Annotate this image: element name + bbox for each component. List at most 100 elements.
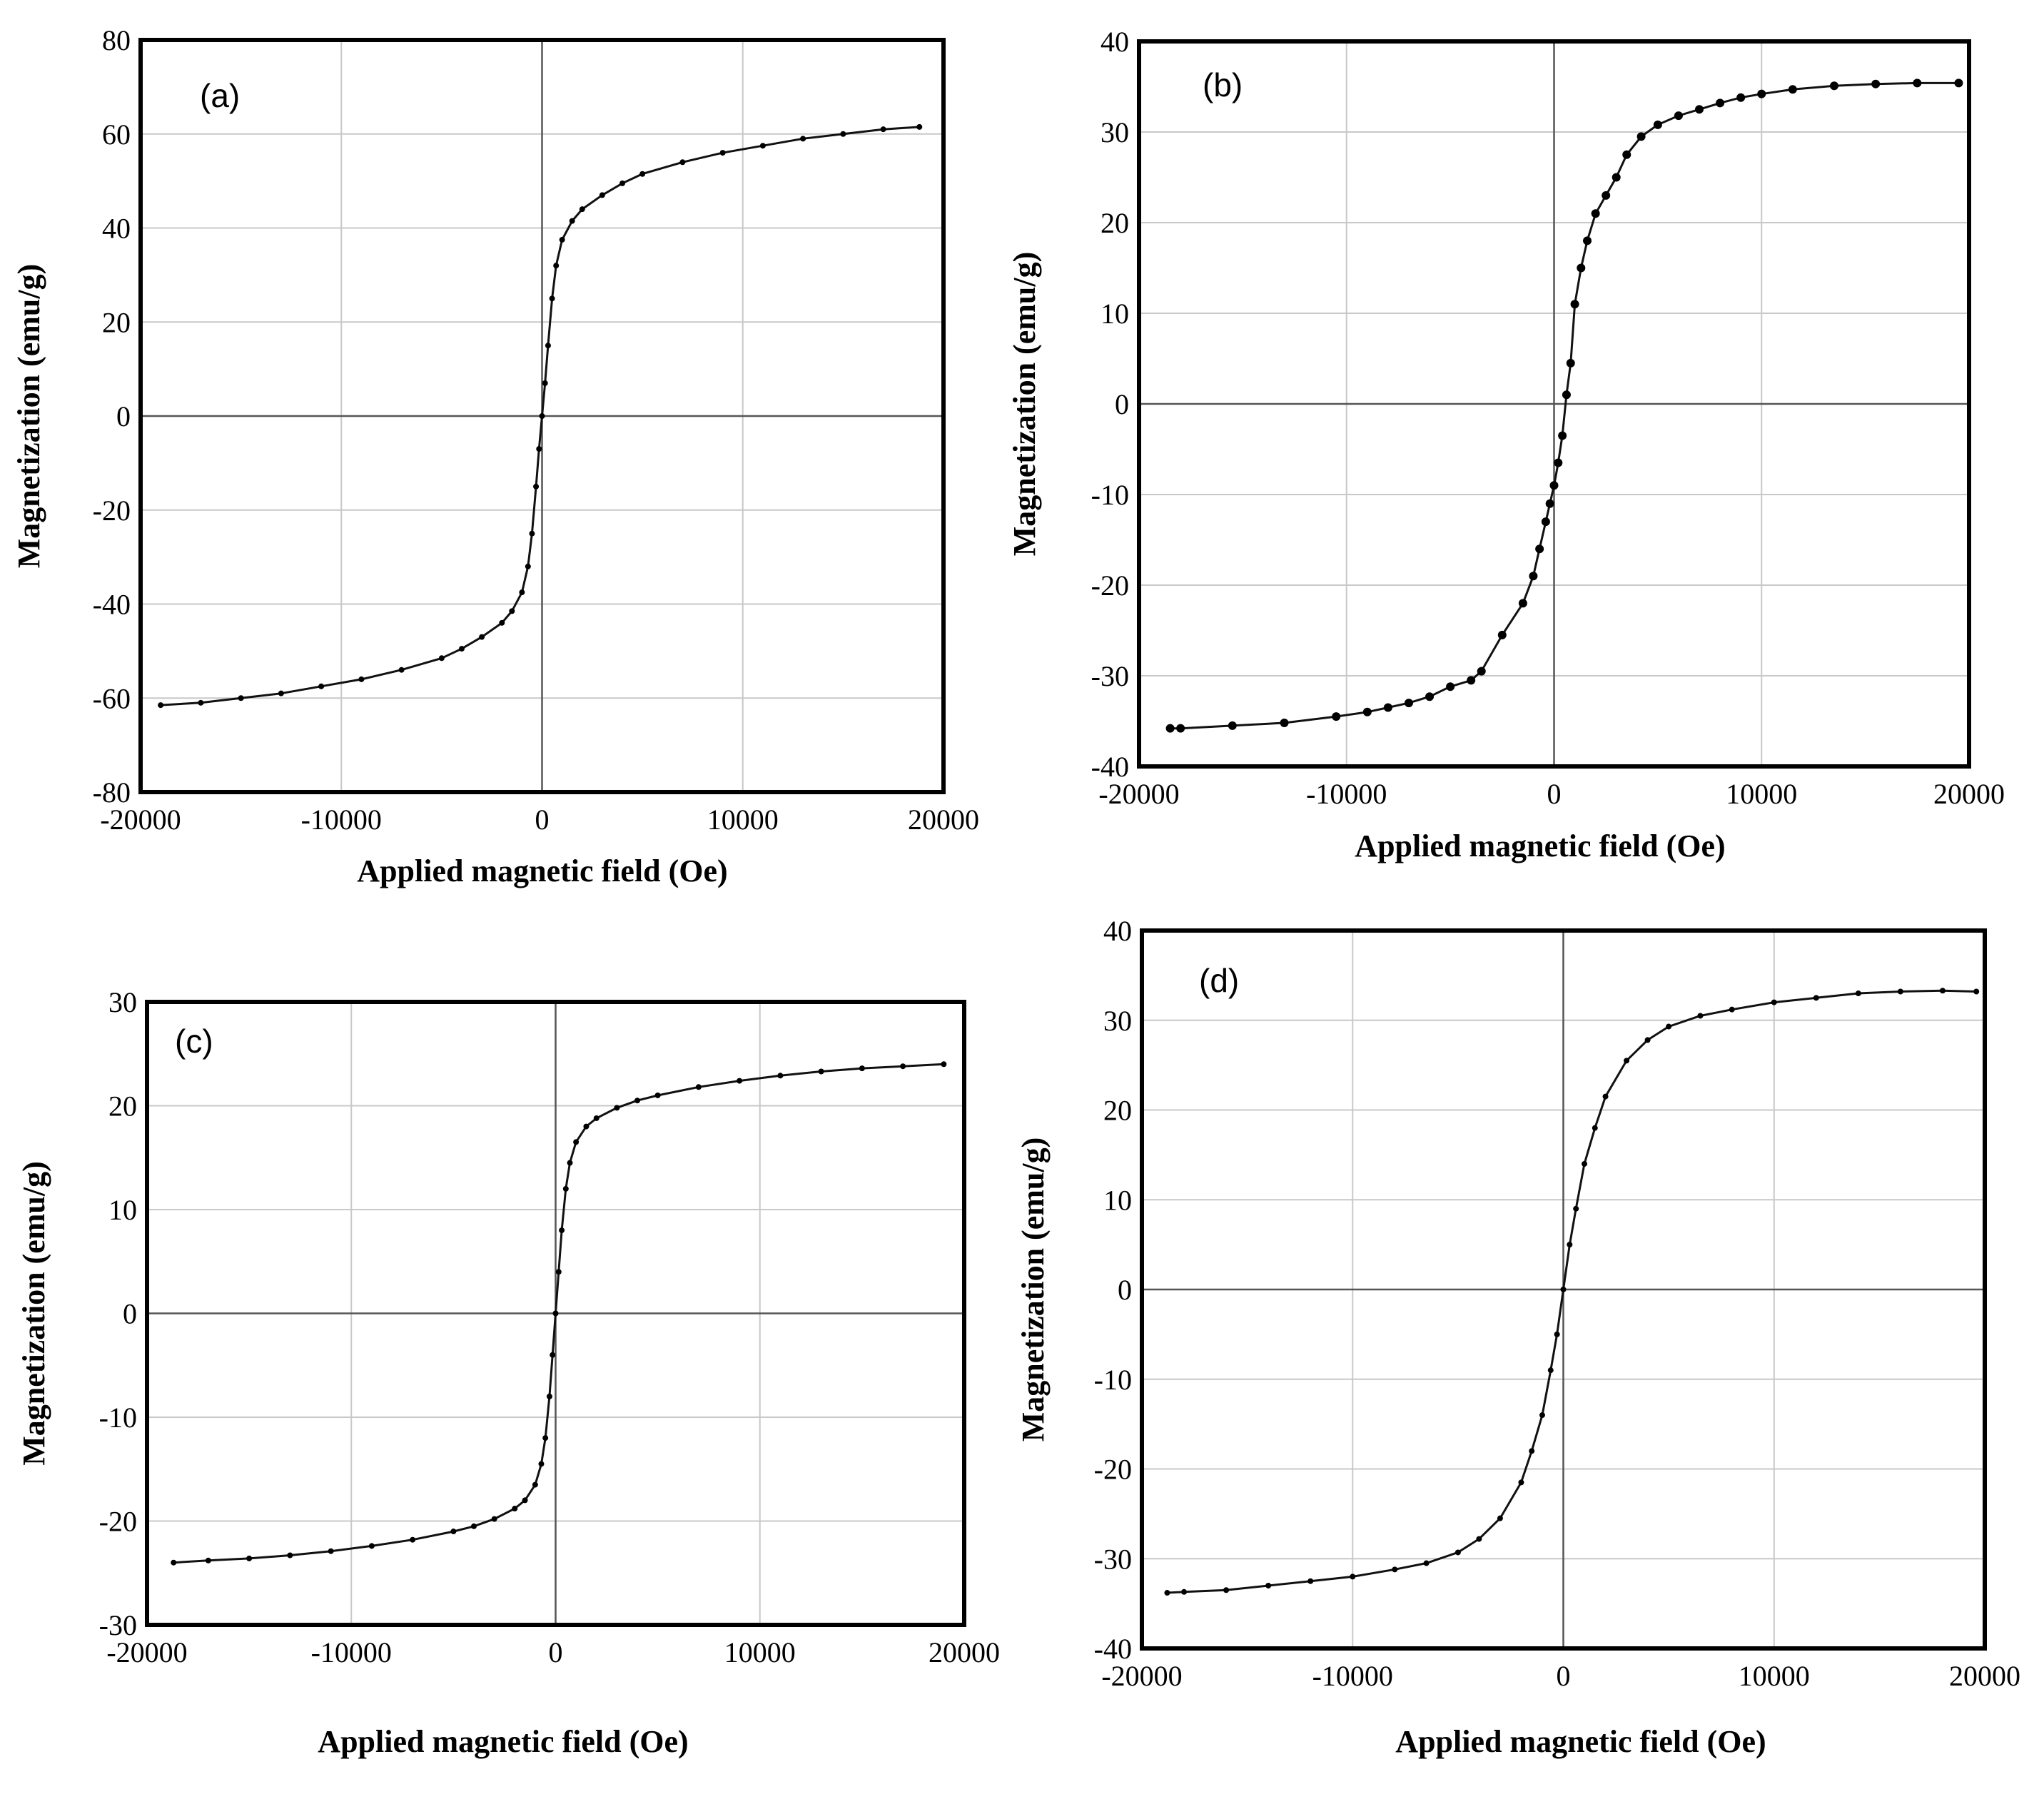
y-tick-label: -40 (1094, 1633, 1132, 1665)
plot-frame (138, 38, 946, 794)
data-point (1558, 431, 1567, 440)
x-axis-label: Applied magnetic field (Oe) (1355, 828, 1725, 863)
data-point (599, 192, 605, 198)
data-point (1591, 209, 1600, 218)
data-point (1570, 300, 1579, 309)
data-point (529, 530, 535, 537)
y-tick-label: 10 (1103, 1184, 1132, 1216)
y-tick-label: 30 (108, 986, 137, 1018)
x-tick-label: 20000 (1933, 778, 2005, 810)
panel-label: (d) (1199, 962, 1239, 999)
x-tick-label: 20000 (908, 804, 979, 836)
data-point (679, 159, 686, 166)
data-point (1695, 105, 1704, 114)
data-point (1181, 1588, 1188, 1595)
y-tick-label: -20 (1094, 1454, 1132, 1486)
data-point (1265, 1582, 1272, 1588)
data-point (567, 1160, 573, 1166)
data-point (1228, 721, 1237, 730)
data-point (1454, 1549, 1461, 1556)
x-tick-label: -20000 (1101, 1660, 1182, 1692)
data-point (553, 263, 560, 269)
y-tick-label: -80 (93, 776, 131, 809)
data-point (800, 136, 806, 142)
data-point (549, 295, 555, 302)
data-point (1541, 517, 1550, 527)
data-point (1446, 682, 1455, 691)
data-point (546, 1393, 552, 1399)
data-point (1830, 81, 1839, 91)
y-tick-label: -10 (1091, 479, 1129, 511)
data-point (525, 563, 531, 569)
y-tick-label: -20 (93, 495, 131, 527)
data-point (205, 1557, 211, 1564)
data-point (1697, 1013, 1704, 1019)
data-point (545, 343, 551, 349)
data-point (1425, 692, 1435, 701)
data-point (536, 446, 542, 452)
data-point (533, 483, 540, 490)
data-point (1716, 98, 1725, 108)
data-point (1666, 1023, 1672, 1030)
data-point (840, 131, 846, 137)
data-point (1562, 390, 1571, 400)
data-point (1573, 1205, 1579, 1212)
y-tick-label: -10 (1094, 1364, 1132, 1396)
data-point (1467, 676, 1476, 685)
data-point (559, 1227, 565, 1234)
panel-label: (b) (1203, 66, 1243, 103)
data-point (1592, 1125, 1598, 1131)
y-axis-label: Magnetization (emu/g) (1007, 252, 1042, 556)
y-tick-label: -30 (1094, 1543, 1132, 1575)
data-point (654, 1092, 661, 1098)
y-tick-label: 40 (102, 213, 131, 245)
data-point (1535, 544, 1544, 554)
data-point (450, 1529, 457, 1535)
data-point (459, 646, 465, 652)
x-tick-label: -10000 (1306, 778, 1387, 810)
data-point (542, 1435, 549, 1441)
data-point (1404, 699, 1413, 708)
data-point (438, 655, 445, 662)
x-tick-label: -10000 (311, 1636, 392, 1668)
data-point (1644, 1037, 1651, 1043)
x-tick-label: 10000 (1726, 778, 1797, 810)
data-point (1897, 988, 1903, 995)
data-point (1913, 78, 1922, 88)
y-tick-label: -40 (1091, 751, 1129, 783)
data-point (900, 1063, 906, 1070)
chart-panel-1: -20000 -10000 0 10000 20000 -80 -60 -40 -20 0 20 40… (11, 24, 979, 888)
data-point (1729, 1006, 1735, 1013)
data-point (552, 1310, 559, 1317)
x-tick-label: 0 (1547, 778, 1562, 810)
data-point (1554, 1331, 1560, 1337)
y-tick-label: -30 (99, 1609, 137, 1641)
x-tick-label: 10000 (1739, 1660, 1810, 1692)
panel-label: (c) (175, 1023, 213, 1060)
x-axis-label: Applied magnetic field (Oe) (357, 853, 727, 888)
data-point (719, 150, 726, 156)
data-point (1497, 1515, 1503, 1521)
data-point (695, 1084, 702, 1090)
data-point (1383, 703, 1392, 712)
data-point (278, 690, 284, 696)
y-tick-label: 30 (1101, 116, 1129, 148)
data-point (287, 1552, 293, 1559)
data-point (759, 143, 766, 149)
data-point (1307, 1578, 1314, 1584)
plot-frame (1137, 39, 1971, 769)
y-tick-label: 10 (108, 1194, 137, 1226)
data-point (491, 1516, 497, 1522)
data-point (1855, 990, 1861, 997)
y-tick-label: 0 (1115, 388, 1129, 420)
data-point (1545, 499, 1554, 508)
data-point (1736, 93, 1746, 102)
data-point (916, 123, 923, 130)
data-point (1624, 1058, 1630, 1064)
data-point (1583, 236, 1592, 245)
data-point (238, 695, 244, 701)
x-tick-label: 0 (549, 1636, 563, 1668)
data-point (499, 619, 505, 626)
x-tick-label: 10000 (707, 804, 779, 836)
